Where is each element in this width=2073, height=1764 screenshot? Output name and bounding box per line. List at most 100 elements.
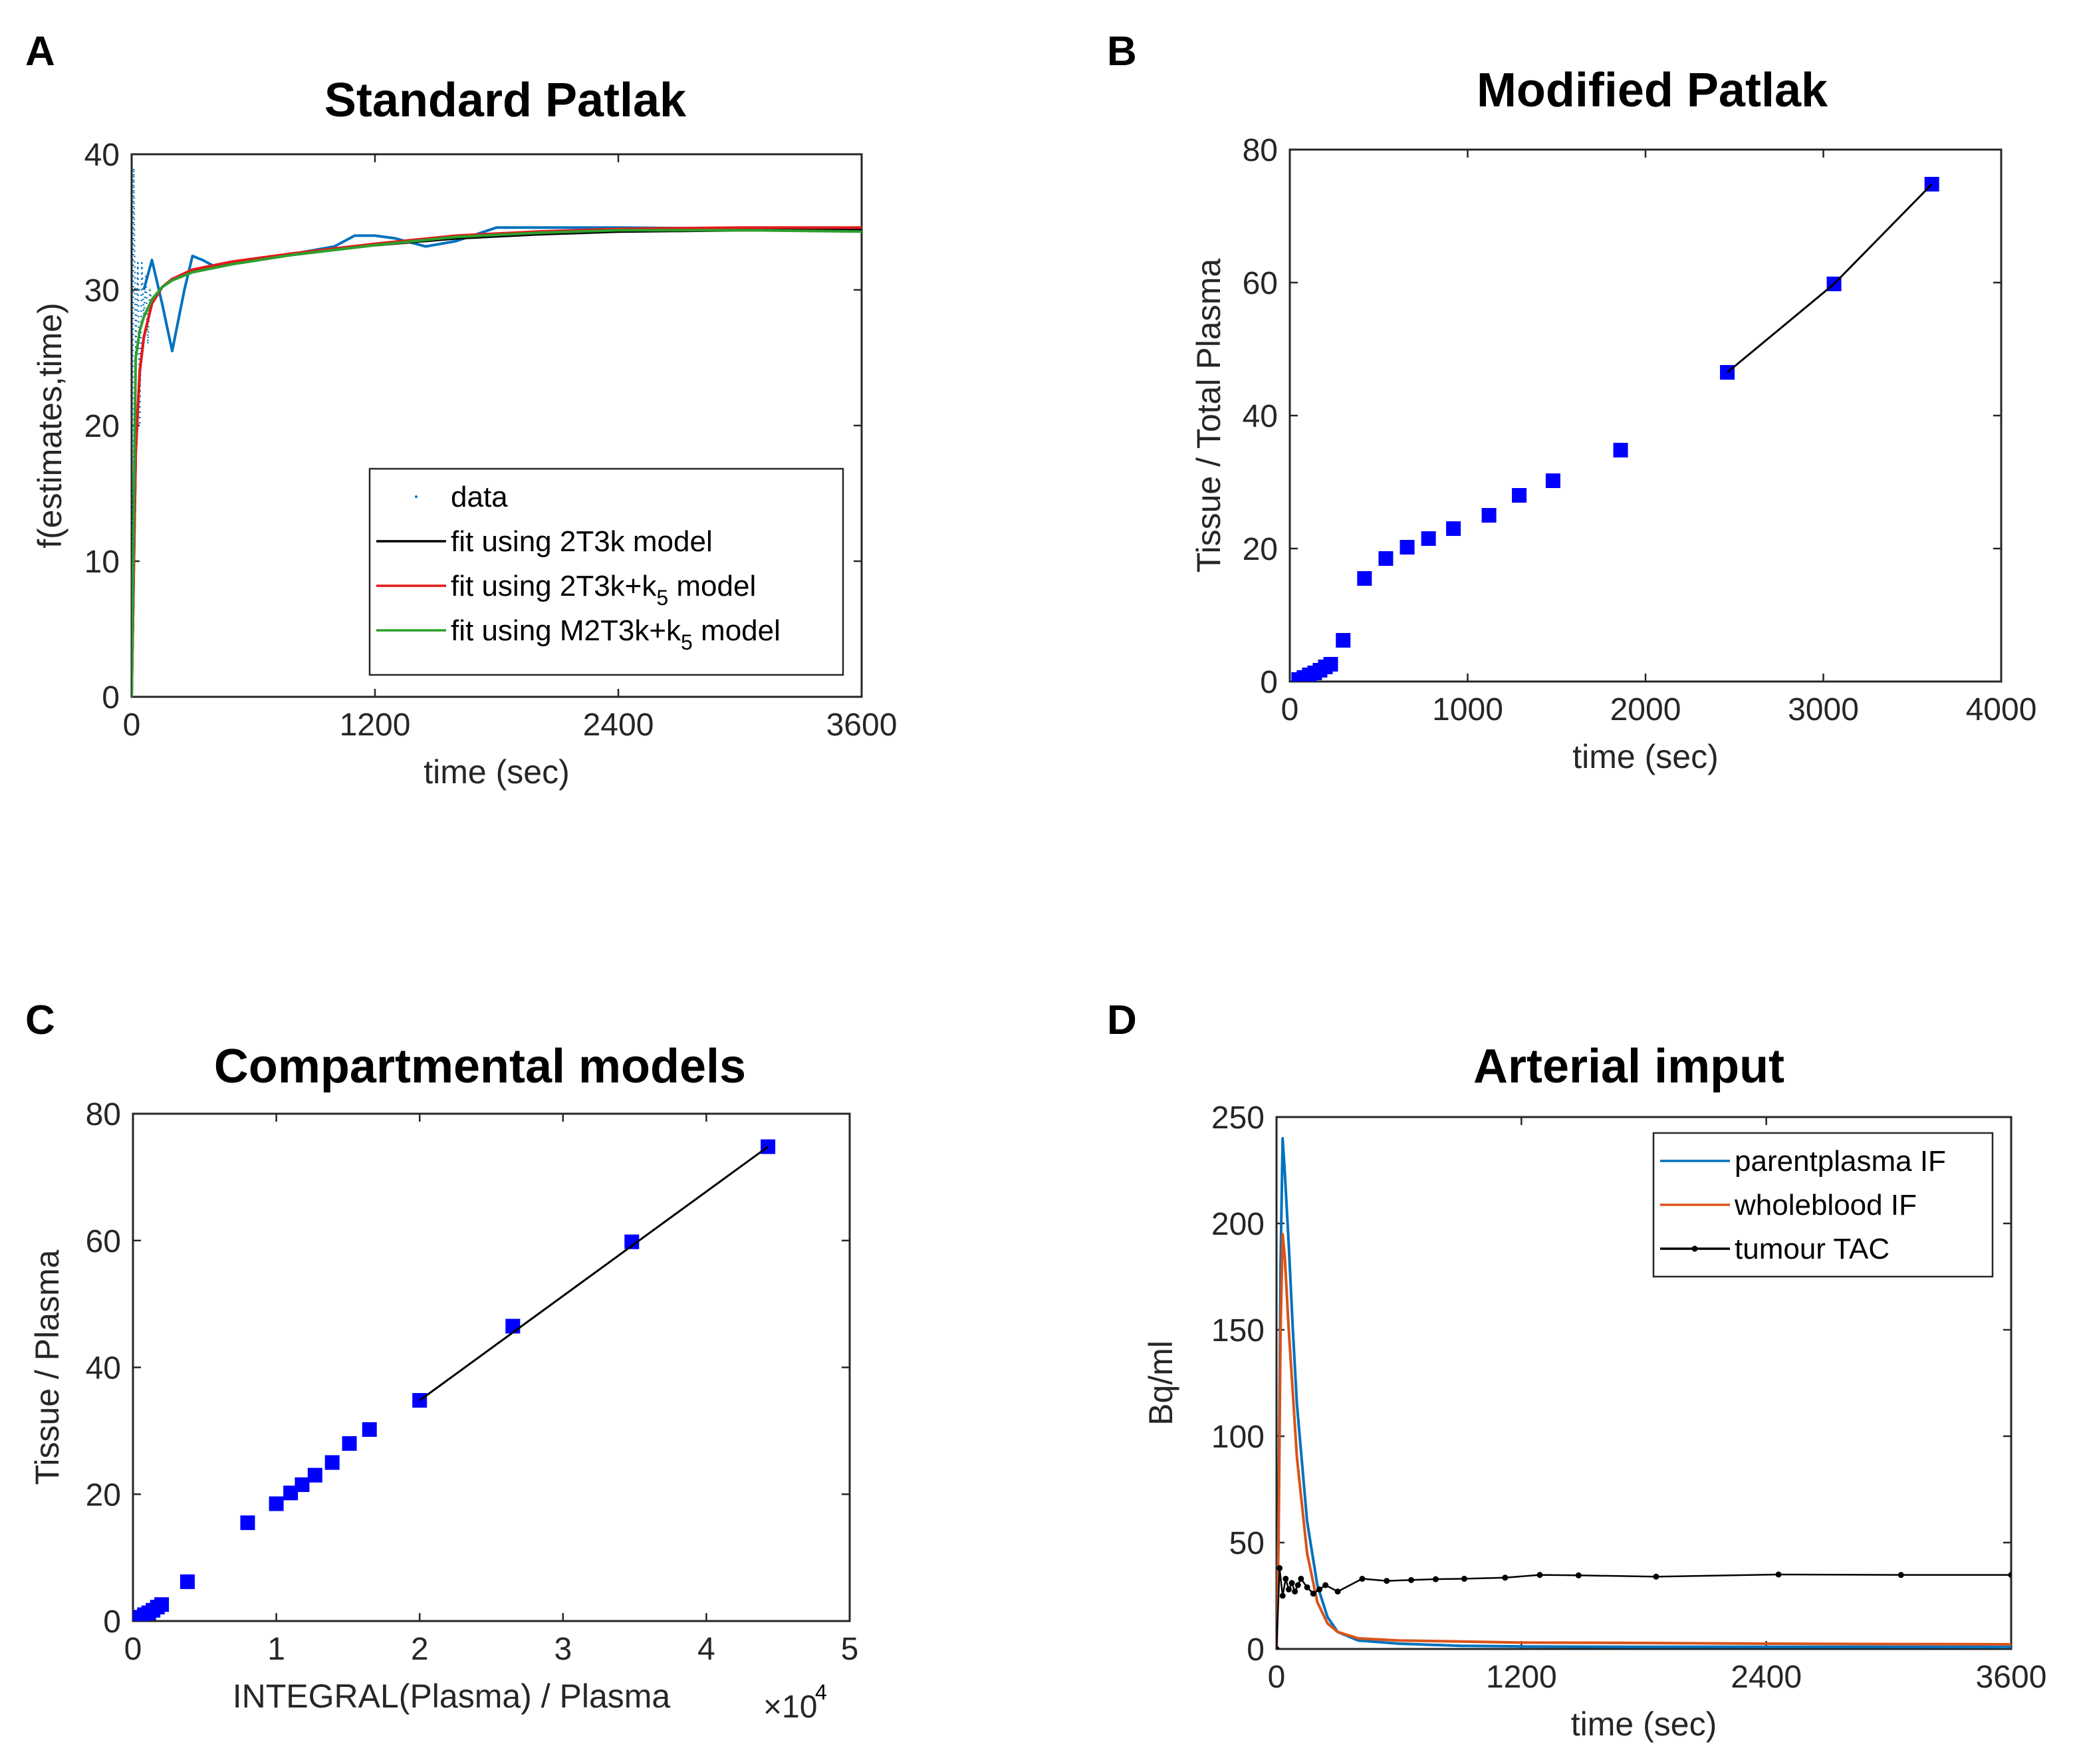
data-point — [295, 1477, 310, 1492]
data-point — [283, 1485, 299, 1501]
y-tick-label: 0 — [103, 1604, 121, 1640]
legend-label: tumour TAC — [1735, 1233, 1890, 1265]
fit-line — [1727, 183, 1933, 374]
y-tick-label: 150 — [1211, 1313, 1265, 1348]
legend-label-main: wholeblood IF — [1734, 1189, 1917, 1221]
y-axis-label: f(estimates,time) — [31, 303, 68, 549]
data-layer — [132, 167, 862, 697]
y-tick-label: 0 — [1247, 1632, 1265, 1668]
legend-box — [1652, 1132, 1994, 1278]
series-line-parentplasma-if — [1277, 1137, 2011, 1649]
legend-label-subscript: 5 — [656, 586, 668, 610]
y-tick-label: 30 — [84, 273, 120, 309]
data-point — [1421, 531, 1436, 546]
legend-label: fit using M2T3k+k5 model — [451, 614, 781, 654]
data-point — [342, 1436, 357, 1451]
x-tick-label: 1 — [267, 1632, 285, 1667]
data-point — [1446, 521, 1461, 536]
x-tick-label: 3000 — [1788, 692, 1859, 727]
panel-letter-a: A — [25, 29, 55, 74]
data-point — [269, 1496, 284, 1511]
legend-label-main: fit using M2T3k+k — [451, 614, 681, 647]
y-tick-label: 40 — [86, 1351, 121, 1386]
legend-label-suffix: model — [693, 614, 781, 647]
x-tick-label: 1000 — [1432, 692, 1503, 727]
chart-title: Standard Patlak — [324, 74, 687, 127]
y-tick-label: 50 — [1229, 1526, 1265, 1561]
legend-label-suffix: model — [668, 570, 756, 602]
x-tick-label: 2000 — [1610, 692, 1681, 727]
data-point — [1323, 657, 1338, 672]
x-tick-label: 4000 — [1966, 692, 2037, 727]
tumour-tac-marker — [1294, 1582, 1301, 1588]
tumour-tac-marker — [1285, 1586, 1292, 1592]
legend-label-subscript: 5 — [681, 630, 693, 654]
tumour-tac-marker — [1461, 1575, 1467, 1582]
legend-label-main: tumour TAC — [1735, 1233, 1890, 1265]
legend-item: fit using M2T3k+k5 model — [376, 614, 781, 654]
tumour-tac-marker — [1897, 1572, 1904, 1578]
legend-label: data — [451, 481, 508, 513]
legend-label-main: fit using 2T3k model — [451, 525, 713, 558]
chart-title: Arterial imput — [1473, 1040, 1784, 1093]
data-point — [1545, 473, 1560, 488]
panel-letter-b: B — [1107, 29, 1137, 74]
fit-line — [419, 1146, 769, 1402]
y-tick-label: 20 — [1243, 532, 1278, 567]
y-tick-label: 40 — [1243, 399, 1278, 434]
legend-label: fit using 2T3k+k5 model — [451, 570, 756, 610]
legend-marker — [1691, 1245, 1698, 1252]
x-tick-label: 3600 — [826, 707, 898, 743]
legend-item: parentplasma IF — [1660, 1145, 1946, 1178]
chart-standard-patlak: Standard Patlak 0 1200 2400 3600 0 10 20 30 40 tim… — [31, 74, 897, 791]
legend-item: fit using 2T3k+k5 model — [376, 570, 756, 610]
tumour-tac-marker — [1408, 1576, 1415, 1583]
tumour-tac-marker — [2008, 1572, 2011, 1578]
tumour-tac-marker — [1432, 1576, 1439, 1582]
tumour-tac-marker — [1282, 1575, 1289, 1582]
x-axis-exponent: ×10 — [763, 1690, 817, 1725]
data-point — [362, 1422, 377, 1437]
data-point — [624, 1234, 640, 1249]
legend-item: tumour TAC — [1660, 1233, 1890, 1265]
tumour-tac-marker — [1298, 1575, 1304, 1582]
x-tick-label: 5 — [841, 1632, 859, 1667]
legend-item: wholeblood IF — [1660, 1189, 1917, 1221]
tumour-tac-marker — [1502, 1575, 1509, 1581]
panel-letter-d: D — [1107, 997, 1137, 1043]
data-point — [1613, 443, 1628, 457]
x-tick-label: 3600 — [1976, 1660, 2047, 1695]
x-tick-label: 0 — [1281, 692, 1299, 727]
x-axis-exponent-power: 4 — [815, 1680, 827, 1704]
chart-modified-patlak: Modified Patlak 0 1000 2000 3000 4000 0 20 40 60 8… — [1190, 64, 2036, 775]
data-point — [1357, 571, 1372, 586]
legend-label-main: parentplasma IF — [1735, 1145, 1946, 1178]
legend-label-main: fit using 2T3k+k — [451, 570, 657, 602]
tumour-tac-marker — [1384, 1578, 1390, 1584]
data-layer — [1277, 1137, 2011, 1649]
legend: parentplasma IF wholeblood IF tumour TAC — [1652, 1132, 1994, 1278]
x-tick-label: 1200 — [340, 707, 411, 743]
tumour-tac-marker — [1334, 1588, 1341, 1595]
tumour-tac-marker — [1292, 1588, 1298, 1595]
data-point — [1512, 488, 1527, 503]
tumour-tac-marker — [1304, 1584, 1310, 1590]
tumour-tac-marker — [1536, 1572, 1543, 1578]
x-tick-label: 0 — [124, 1632, 142, 1667]
series-line-data — [132, 167, 153, 697]
y-axis-label: Bq/ml — [1142, 1340, 1179, 1426]
x-axis-label: INTEGRAL(Plasma) / Plasma — [233, 1678, 671, 1715]
x-axis-label: time (sec) — [1572, 738, 1718, 775]
data-point — [307, 1467, 322, 1483]
chart-title: Modified Patlak — [1477, 64, 1828, 117]
x-tick-label: 2400 — [1731, 1660, 1802, 1695]
x-tick-label: 0 — [123, 707, 141, 743]
data-point — [1481, 508, 1497, 523]
x-axis-label: time (sec) — [1571, 1705, 1717, 1743]
tumour-tac-marker — [1279, 1592, 1286, 1599]
legend-marker — [415, 495, 418, 498]
tumour-tac-marker — [1277, 1565, 1283, 1571]
tumour-tac-marker — [1575, 1572, 1582, 1578]
data-point — [154, 1597, 170, 1612]
